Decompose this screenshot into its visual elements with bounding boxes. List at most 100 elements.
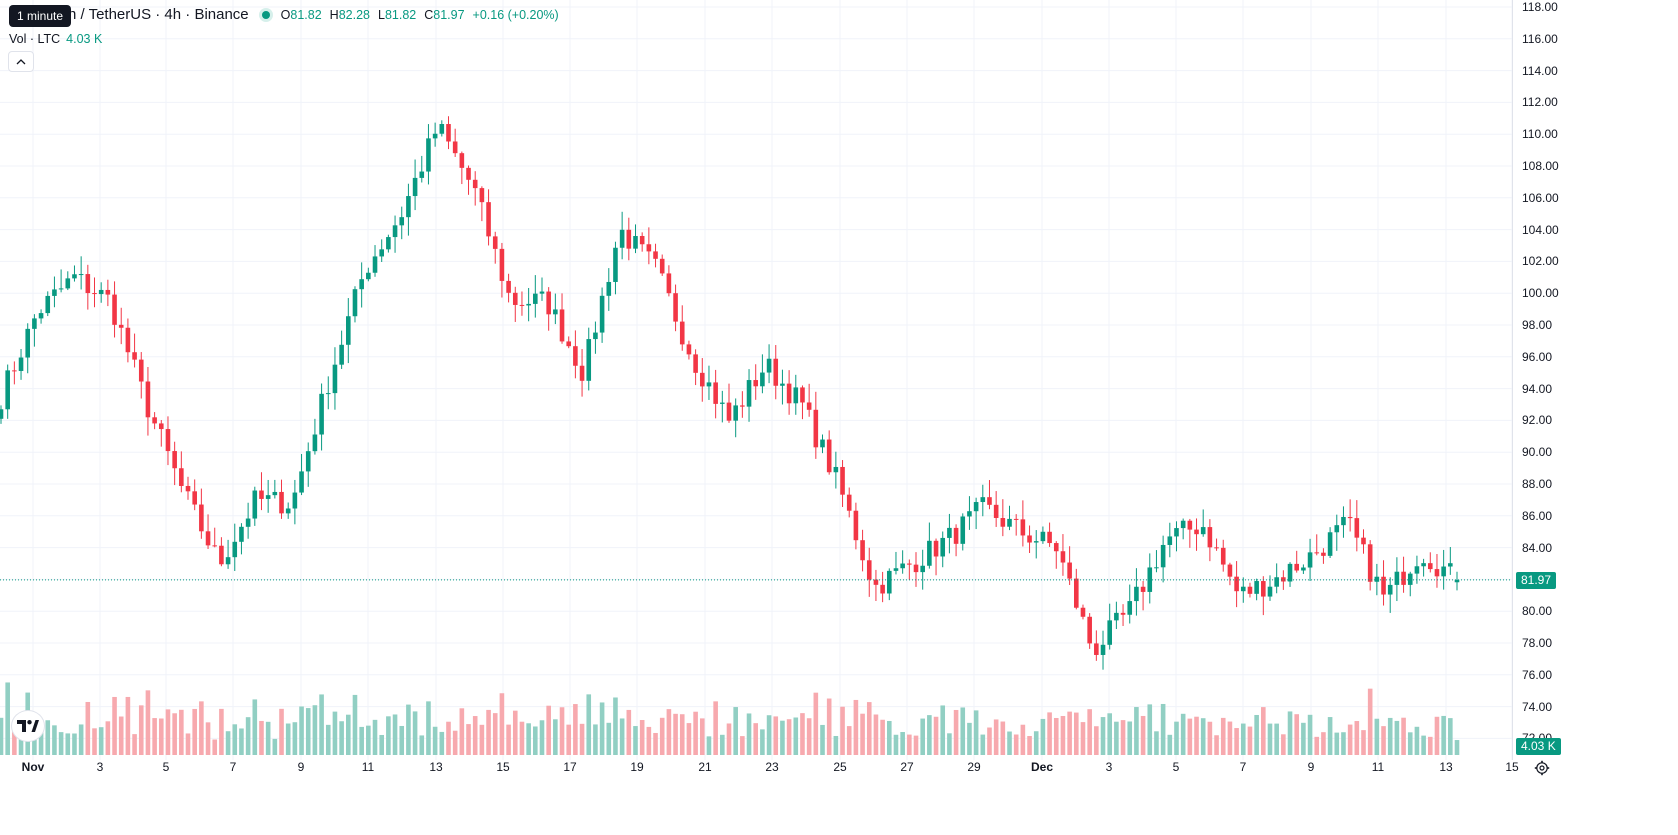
- candle-body: [1134, 586, 1139, 602]
- candle-body: [733, 405, 738, 421]
- volume-bar: [1007, 731, 1012, 755]
- candle-body: [1387, 584, 1393, 595]
- candle-body: [1220, 547, 1226, 565]
- candle-body: [232, 541, 238, 558]
- volume-bar: [1407, 732, 1413, 755]
- open-value: 81.82: [290, 7, 322, 22]
- volume-bar: [1160, 703, 1166, 755]
- volume-bar: [45, 720, 51, 755]
- volume-bar: [98, 727, 104, 755]
- volume-bar: [239, 728, 244, 755]
- price-axis[interactable]: [1512, 0, 1678, 760]
- volume-bar: [987, 727, 992, 755]
- candle-body: [1033, 541, 1039, 543]
- volume-bar: [679, 714, 685, 755]
- volume-bar: [1401, 717, 1406, 755]
- candle-body: [1060, 551, 1066, 563]
- high-value: 82.28: [338, 7, 370, 22]
- volume-legend[interactable]: Vol · LTC 4.03 K: [9, 32, 102, 46]
- time-tick-label: Nov: [21, 760, 45, 774]
- volume-bar: [666, 709, 672, 755]
- candle-body: [753, 380, 759, 387]
- volume-bar: [833, 735, 839, 755]
- candle-body: [1334, 525, 1340, 533]
- volume-bar: [219, 708, 224, 755]
- candle-body: [1287, 563, 1293, 582]
- candle-body: [1087, 616, 1092, 644]
- volume-bar: [526, 723, 531, 755]
- candle-body: [633, 236, 638, 249]
- open-key: O: [280, 7, 291, 22]
- volume-bar: [359, 726, 364, 755]
- candle-body: [158, 423, 164, 430]
- volume-bar: [920, 718, 925, 755]
- volume-bar: [18, 728, 24, 755]
- collapse-legend-button[interactable]: [8, 51, 34, 72]
- volume-bar: [726, 723, 732, 755]
- candle-body: [225, 557, 231, 565]
- volume-bar: [299, 706, 304, 755]
- candle-body: [720, 402, 725, 404]
- candle-body: [179, 468, 184, 486]
- candle-body: [192, 491, 197, 505]
- candle-body: [639, 236, 645, 245]
- candle-body: [426, 138, 431, 172]
- candle-body: [512, 292, 518, 305]
- candle-body: [92, 293, 97, 295]
- candle-body: [118, 324, 124, 328]
- volume-bar: [860, 713, 865, 755]
- volume-bar: [1020, 724, 1026, 755]
- candle-body: [472, 179, 478, 189]
- candle-body: [1074, 578, 1079, 608]
- volume-bar: [773, 716, 779, 755]
- candle-body: [459, 153, 465, 168]
- volume-bar: [1240, 723, 1246, 755]
- volume-bar: [1107, 713, 1112, 755]
- candle-body: [1381, 576, 1386, 595]
- candle-body: [1454, 579, 1460, 583]
- candle-body: [32, 318, 37, 329]
- volume-bar: [346, 714, 351, 755]
- volume-bar: [1381, 726, 1386, 755]
- candle-body: [806, 402, 812, 410]
- volume-bar: [1087, 709, 1092, 755]
- candle-body: [993, 504, 999, 518]
- candle-body: [38, 313, 44, 319]
- candle-body: [272, 491, 278, 496]
- time-axis[interactable]: [0, 760, 1512, 835]
- price-tick-label: 80.00: [1522, 604, 1553, 619]
- volume-bar: [593, 724, 598, 755]
- candle-body: [85, 274, 91, 294]
- volume-bar: [653, 732, 658, 755]
- candle-body: [1020, 519, 1026, 536]
- volume-bar: [699, 718, 705, 755]
- volume-bar: [325, 724, 331, 755]
- volume-bar: [1114, 721, 1119, 755]
- volume-bar: [873, 714, 879, 755]
- candle-body: [973, 502, 979, 512]
- volume-bar: [158, 718, 164, 755]
- candle-body: [366, 272, 371, 280]
- time-tick-label: 13: [1439, 760, 1453, 774]
- candle-body: [573, 346, 578, 366]
- tradingview-logo-icon[interactable]: [12, 711, 44, 741]
- volume-bar: [639, 720, 645, 755]
- volume-bar: [12, 723, 17, 755]
- time-tick-label: 9: [297, 760, 305, 774]
- volume-bar: [285, 723, 291, 755]
- candle-body: [1140, 586, 1146, 592]
- volume-bar: [953, 709, 959, 755]
- volume-bar: [1354, 721, 1360, 755]
- volume-bar: [1361, 730, 1366, 755]
- price-tick-label: 98.00: [1522, 318, 1553, 332]
- symbol-title[interactable]: n / TetherUS · 4h · Binance: [68, 6, 249, 23]
- candle-body: [793, 387, 799, 404]
- volume-bar: [1154, 731, 1159, 755]
- volume-bar: [125, 696, 131, 755]
- symbol-legend[interactable]: n / TetherUS · 4h · Binance O81.82 H82.2…: [68, 6, 559, 23]
- candle-body: [219, 545, 224, 565]
- volume-bar: [58, 732, 64, 755]
- gear-icon[interactable]: [1534, 760, 1550, 776]
- candle-body: [479, 188, 485, 203]
